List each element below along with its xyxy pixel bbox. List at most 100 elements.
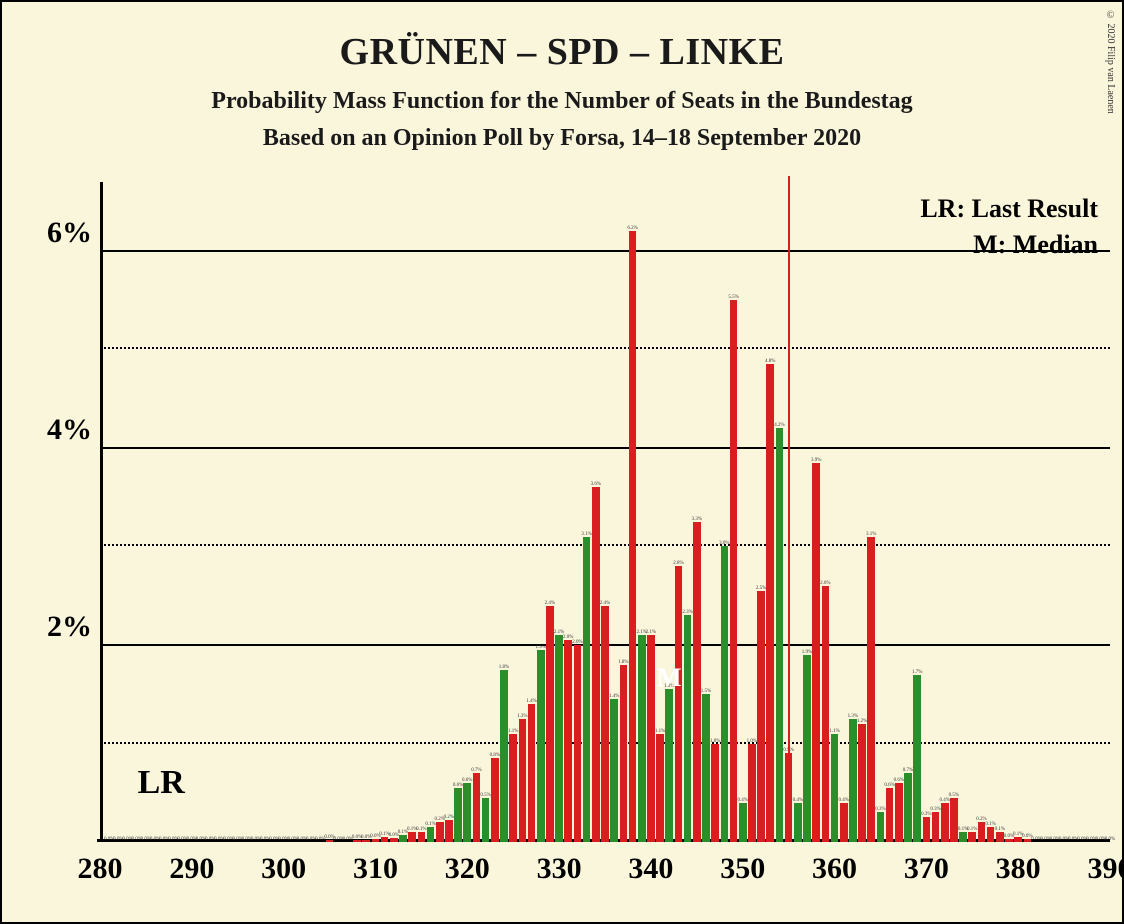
bar-value-label: 1.9% — [802, 650, 812, 655]
bar: 0.6% — [463, 783, 471, 842]
x-tick-label: 280 — [78, 852, 123, 886]
median-marker: M — [657, 663, 682, 693]
x-tick-label: 300 — [261, 852, 306, 886]
bar: 0.2% — [978, 822, 986, 842]
bar-value-label: 2.4% — [545, 601, 555, 606]
bar-value-label: 0.6% — [462, 778, 472, 783]
bar-value-label: 0.1% — [425, 822, 435, 827]
x-tick-label: 380 — [996, 852, 1041, 886]
bar-value-label: 0.4% — [939, 798, 949, 803]
bar-value-label: 2.5% — [756, 586, 766, 591]
y-tick-label: 6% — [47, 216, 92, 250]
bar-value-label: 1.1% — [829, 729, 839, 734]
bar-value-label: 0.3% — [930, 807, 940, 812]
bar: 1.9% — [537, 650, 545, 842]
bar: 2.0% — [574, 645, 582, 842]
bar-value-label: 0.8% — [490, 753, 500, 758]
bar-value-label: 1.1% — [508, 729, 518, 734]
bar-value-label: 2.8% — [673, 561, 683, 566]
bar-value-label: 3.6% — [591, 482, 601, 487]
chart-subtitle: Probability Mass Function for the Number… — [2, 88, 1122, 115]
bar: 0.1% — [987, 827, 995, 842]
bar: 0.3% — [923, 817, 931, 842]
bar: 0.7% — [473, 773, 481, 842]
bar: 1.2% — [858, 724, 866, 842]
bar: 4.2% — [776, 428, 784, 842]
bar: 0.1% — [408, 832, 416, 842]
chart-container: © 2020 Filip van Laenen GRÜNEN – SPD – L… — [0, 0, 1124, 924]
bar: 0.6% — [886, 788, 894, 842]
bar-value-label: 2.1% — [646, 630, 656, 635]
bar-value-label: 0.6% — [884, 783, 894, 788]
bar: 3.1% — [867, 537, 875, 842]
bar: 0.1% — [996, 832, 1004, 842]
bar-value-label: 0.1% — [967, 827, 977, 832]
bar-value-label: 3.1% — [581, 532, 591, 537]
bar-value-label: 1.9% — [535, 645, 545, 650]
bar: 2.6% — [822, 586, 830, 842]
bar-value-label: 4.2% — [774, 423, 784, 428]
bar-value-label: 0.2% — [444, 815, 454, 820]
bar: 0.0% — [390, 838, 398, 842]
bar-value-label: 0.5% — [949, 793, 959, 798]
bar-value-label: 0.3% — [875, 807, 885, 812]
chart-title: GRÜNEN – SPD – LINKE — [2, 30, 1122, 74]
bar-value-label: 1.7% — [912, 670, 922, 675]
titles: GRÜNEN – SPD – LINKE Probability Mass Fu… — [2, 2, 1122, 152]
bar-value-label: 3.9% — [811, 458, 821, 463]
x-tick-label: 390 — [1088, 852, 1124, 886]
y-tick-label: 4% — [47, 413, 92, 447]
bar: 2.4% — [546, 606, 554, 842]
last-result-marker: LR — [138, 764, 185, 802]
x-tick-label: 330 — [537, 852, 582, 886]
bar: 1.1% — [509, 734, 517, 842]
bar: 0.4% — [941, 803, 949, 842]
bar-value-label: 0.4% — [793, 798, 803, 803]
bar-value-label: 0.3% — [921, 812, 931, 817]
bar: 5.5% — [730, 300, 738, 842]
bar: 0.4% — [840, 803, 848, 842]
majority-line — [788, 176, 790, 842]
bar: 0.6% — [454, 788, 462, 842]
bar: 2.1% — [555, 635, 563, 842]
bar-value-label: 1.8% — [499, 665, 509, 670]
bar: 1.4% — [528, 704, 536, 842]
bar: 2.0% — [564, 640, 572, 842]
x-tick-label: 340 — [628, 852, 673, 886]
bar: 0.4% — [739, 803, 747, 842]
bar: 0.6% — [895, 783, 903, 842]
bar: 1.0% — [748, 744, 756, 843]
bar-value-label: 2.4% — [600, 601, 610, 606]
bar: 0.1% — [381, 837, 389, 842]
bar-value-label: 0.6% — [894, 778, 904, 783]
bar: 0.5% — [950, 798, 958, 842]
bar: 0.2% — [445, 820, 453, 842]
x-tick-label: 320 — [445, 852, 490, 886]
plot-area: 2%4%6% 280290300310320330340350360370380… — [100, 182, 1110, 842]
bar-value-label: 0.1% — [995, 827, 1005, 832]
bar: 0.0% — [362, 840, 370, 842]
bar-value-label: 0.7% — [471, 768, 481, 773]
bar: 1.7% — [913, 675, 921, 842]
bar: 0.5% — [482, 798, 490, 842]
bar-value-label: 4.8% — [765, 359, 775, 364]
bar: 0.1% — [959, 832, 967, 842]
bar: 2.3% — [684, 615, 692, 842]
bar-value-label: 1.0% — [747, 739, 757, 744]
bar: 3.0% — [721, 546, 729, 842]
bar: 1.6% — [665, 689, 673, 842]
bar: 0.3% — [932, 812, 940, 842]
bar: 1.8% — [500, 670, 508, 842]
bar: 0.0% — [353, 840, 361, 842]
bar: 2.4% — [601, 606, 609, 842]
bar: 1.3% — [519, 719, 527, 842]
bar: 1.8% — [620, 665, 628, 842]
bar-value-label: 1.5% — [701, 689, 711, 694]
x-tick-label: 310 — [353, 852, 398, 886]
bar: 4.8% — [766, 364, 774, 842]
bar: 0.4% — [794, 803, 802, 842]
x-tick-label: 360 — [812, 852, 857, 886]
bar: 0.2% — [436, 822, 444, 842]
bar: 1.0% — [711, 744, 719, 843]
bar: 1.4% — [610, 699, 618, 842]
